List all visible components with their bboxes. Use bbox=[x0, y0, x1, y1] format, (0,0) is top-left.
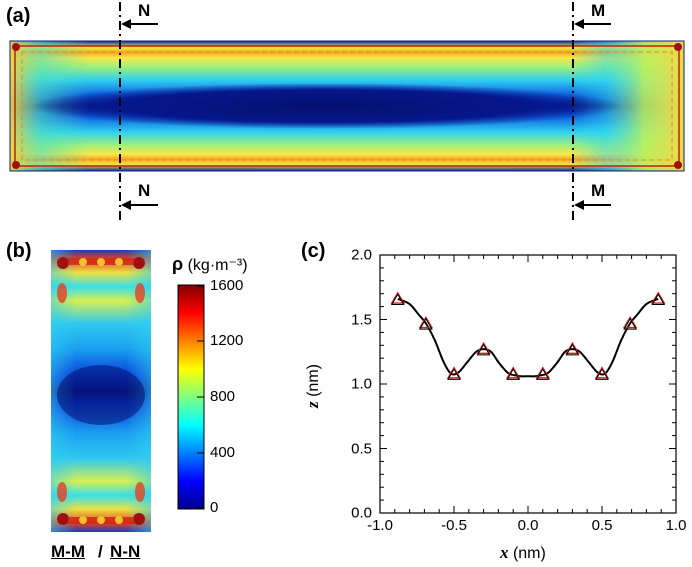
data-point-black bbox=[651, 293, 666, 306]
data-point-black bbox=[623, 317, 637, 330]
data-point-red bbox=[535, 366, 551, 379]
colorbar-tick-label: 1200 bbox=[210, 332, 244, 349]
x-tick-label: -1.0 bbox=[367, 517, 393, 534]
panel-a-corner-hotspot bbox=[674, 43, 682, 51]
panel-b-hotspot bbox=[57, 513, 69, 525]
section-m-arrowhead-bottom bbox=[574, 200, 584, 210]
section-m-arrowhead-top bbox=[574, 19, 584, 29]
panel-c-chart bbox=[379, 254, 677, 514]
section-m-label-bottom: M bbox=[591, 181, 606, 200]
data-point-black bbox=[419, 317, 433, 330]
panel-b-hotspot bbox=[79, 516, 87, 524]
y-axis-variable: z bbox=[303, 401, 322, 408]
data-point-red bbox=[594, 366, 610, 379]
panel-b-cross-section-map bbox=[51, 250, 151, 532]
caption-n-n: N-N bbox=[110, 542, 141, 561]
panel-c-label: (c) bbox=[301, 240, 326, 262]
caption-m-m: M-M bbox=[51, 542, 85, 561]
panel-b-hotspot bbox=[97, 516, 105, 524]
data-point-red bbox=[505, 366, 521, 379]
panel-b-hotspot bbox=[133, 513, 145, 525]
y-tick-label: 1.0 bbox=[351, 375, 372, 393]
colorbar-tick-label: 800 bbox=[210, 388, 236, 405]
section-n-arrowhead-bottom bbox=[121, 200, 131, 210]
panel-b-hotspot bbox=[79, 258, 87, 266]
data-point-red bbox=[446, 366, 462, 379]
panel-b-hotspot bbox=[115, 258, 123, 266]
panel-b-hotspot bbox=[133, 257, 145, 269]
panel-b-core bbox=[57, 365, 145, 425]
colorbar-title: ρ (kg·m⁻³) bbox=[172, 254, 248, 275]
data-point-black bbox=[565, 343, 580, 356]
colorbar bbox=[177, 284, 205, 510]
y-axis-unit: (nm) bbox=[305, 364, 322, 397]
y-tick-label: 0.0 bbox=[351, 504, 372, 522]
data-point-black bbox=[535, 368, 550, 380]
y-tick-label: 2.0 bbox=[351, 246, 372, 264]
data-point-black bbox=[476, 343, 491, 356]
panel-b-hotspot bbox=[135, 283, 145, 303]
panel-b-hotspot bbox=[97, 258, 105, 266]
panel-b-label: (b) bbox=[6, 240, 32, 262]
section-n-marker bbox=[119, 2, 158, 222]
data-point-red bbox=[418, 315, 434, 329]
colorbar-unit: (kg·m⁻³) bbox=[187, 257, 248, 274]
data-point-red bbox=[651, 291, 666, 304]
panel-b-hotspot bbox=[57, 257, 69, 269]
panel-a-hot-border-inner bbox=[21, 51, 673, 161]
colorbar-tick-label: 400 bbox=[210, 444, 236, 461]
panel-b-hotspot bbox=[115, 516, 123, 524]
x-axis-variable: x bbox=[500, 543, 509, 562]
panel-a-corner-hotspot bbox=[12, 161, 20, 169]
panel-a-map-core bbox=[30, 83, 620, 129]
section-n-label-top: N bbox=[138, 1, 151, 20]
data-point-red bbox=[622, 315, 638, 329]
plot-frame bbox=[379, 254, 677, 514]
panel-b-hotspot bbox=[57, 283, 67, 303]
data-point-black bbox=[595, 368, 609, 380]
panel-a-corner-hotspot bbox=[12, 43, 20, 51]
y-tick-label: 1.5 bbox=[351, 311, 372, 328]
y-axis-title: z (nm) bbox=[303, 364, 323, 408]
x-axis-title: x (nm) bbox=[500, 543, 546, 563]
x-axis-unit: (nm) bbox=[512, 545, 546, 562]
x-tick-label: 0.5 bbox=[591, 517, 613, 534]
data-point-black bbox=[506, 368, 521, 380]
colorbar-tick-label: 1600 bbox=[210, 277, 244, 294]
data-point-black bbox=[390, 293, 405, 306]
panel-a-density-map bbox=[9, 40, 685, 172]
data-point-red bbox=[390, 291, 405, 304]
y-tick-label: 0.5 bbox=[351, 440, 372, 457]
panel-b-hotspot bbox=[57, 482, 67, 502]
section-m-label-top: M bbox=[591, 1, 606, 20]
x-tick-label: 0.0 bbox=[517, 517, 539, 534]
data-point-red bbox=[565, 341, 580, 355]
x-tick-label: 1.0 bbox=[665, 517, 687, 534]
panel-b-hotspot bbox=[135, 482, 145, 502]
section-m-marker bbox=[572, 2, 611, 222]
data-point-red bbox=[476, 341, 491, 355]
caption-separator: / bbox=[98, 542, 103, 561]
panel-a-label: (a) bbox=[6, 5, 31, 27]
panel-a-map-frame bbox=[9, 40, 685, 172]
x-tick-label: -0.5 bbox=[441, 517, 467, 534]
section-n-label-bottom: N bbox=[138, 181, 151, 200]
colorbar-symbol: ρ bbox=[172, 254, 184, 274]
colorbar-tick-label: 0 bbox=[210, 499, 219, 516]
panel-a-hot-border bbox=[14, 45, 680, 167]
section-n-arrowhead-top bbox=[121, 19, 131, 29]
data-point-black bbox=[447, 368, 461, 380]
fit-curve bbox=[397, 297, 659, 378]
panel-a-corner-hotspot bbox=[674, 161, 682, 169]
